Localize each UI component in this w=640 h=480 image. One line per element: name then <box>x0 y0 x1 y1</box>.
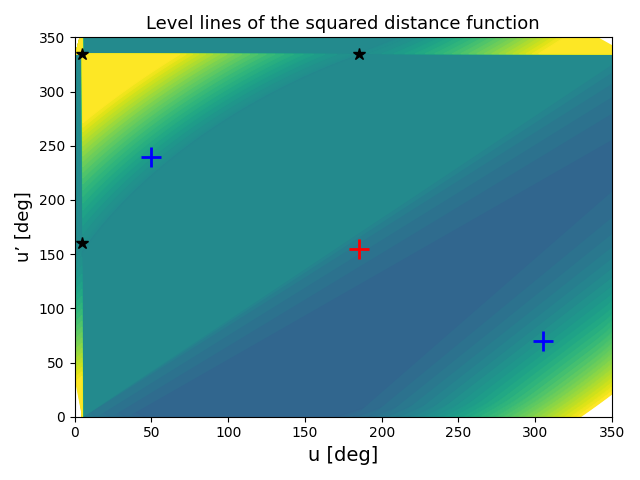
Point <box>70 413 80 420</box>
Point <box>70 413 80 420</box>
Point <box>70 413 80 420</box>
Point <box>70 413 80 420</box>
Point <box>70 413 80 420</box>
Point <box>70 413 80 420</box>
Title: Level lines of the squared distance function: Level lines of the squared distance func… <box>147 15 540 33</box>
Point <box>70 413 80 420</box>
Point <box>70 413 80 420</box>
Point <box>70 413 80 420</box>
Point <box>70 413 80 420</box>
Point <box>70 413 80 420</box>
Point <box>70 413 80 420</box>
Point <box>70 413 80 420</box>
Point <box>70 413 80 420</box>
Point <box>70 413 80 420</box>
Point <box>70 413 80 420</box>
Point <box>70 413 80 420</box>
Point <box>70 413 80 420</box>
Point <box>70 413 80 420</box>
Point <box>70 413 80 420</box>
X-axis label: u [deg]: u [deg] <box>308 446 378 465</box>
Point <box>70 413 80 420</box>
Point <box>70 413 80 420</box>
Point <box>70 413 80 420</box>
Point <box>70 413 80 420</box>
Point <box>70 413 80 420</box>
Point <box>70 413 80 420</box>
Point <box>70 413 80 420</box>
Point <box>70 413 80 420</box>
Point <box>70 413 80 420</box>
Point <box>70 413 80 420</box>
Point <box>70 413 80 420</box>
Point <box>70 413 80 420</box>
Point <box>70 413 80 420</box>
Y-axis label: u’ [deg]: u’ [deg] <box>15 192 33 263</box>
Point <box>70 413 80 420</box>
Point <box>70 413 80 420</box>
Point <box>70 413 80 420</box>
Point <box>70 413 80 420</box>
Point <box>70 413 80 420</box>
Point <box>70 413 80 420</box>
Point <box>70 413 80 420</box>
